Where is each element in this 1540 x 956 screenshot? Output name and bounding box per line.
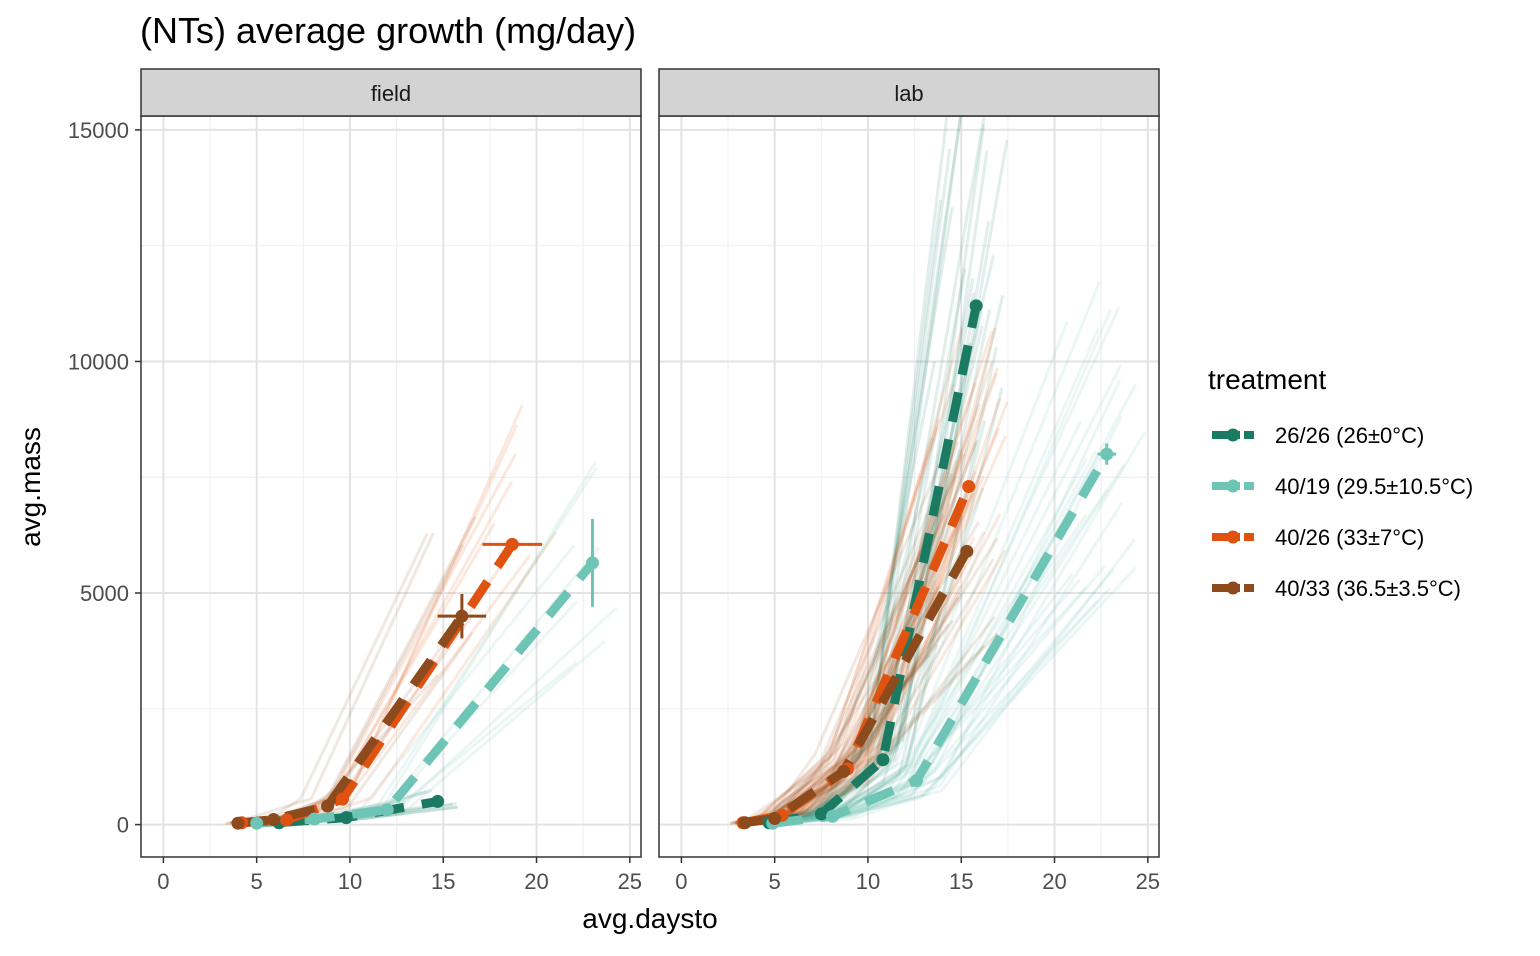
- y-tick-label: 5000: [80, 581, 129, 606]
- legend-label: 26/26 (26±0°C): [1275, 423, 1424, 448]
- data-point: [231, 816, 245, 830]
- strip-label-lab: lab: [894, 81, 923, 106]
- data-point: [321, 799, 335, 813]
- data-point: [335, 792, 349, 806]
- data-point: [826, 809, 840, 823]
- individual-line: [781, 327, 1100, 825]
- legend-item: 40/33 (36.5±3.5°C): [1212, 576, 1461, 601]
- x-tick-label: 15: [949, 869, 973, 894]
- data-point: [768, 812, 782, 826]
- individual-line: [771, 306, 1121, 825]
- x-tick-label: 15: [431, 869, 455, 894]
- panel-field: [140, 115, 642, 858]
- x-tick-label: 20: [1042, 869, 1066, 894]
- legend-point: [1226, 530, 1240, 544]
- legend-point: [1226, 581, 1240, 595]
- legend-item: 40/26 (33±7°C): [1212, 525, 1424, 550]
- y-axis-title: avg.mass: [15, 427, 46, 547]
- legend: treatment 26/26 (26±0°C) 40/19 (29.5±10.5…: [1208, 364, 1473, 601]
- x-tick-label: 0: [675, 869, 687, 894]
- individual-line: [776, 294, 1005, 825]
- data-point: [266, 812, 280, 826]
- x-axis-field: 0 5 10 15 20 25: [157, 857, 642, 894]
- legend-label: 40/19 (29.5±10.5°C): [1275, 474, 1473, 499]
- data-point: [455, 609, 469, 623]
- data-point: [585, 556, 599, 570]
- strip-field: [140, 68, 642, 117]
- data-point: [308, 812, 322, 826]
- x-tick-label: 10: [338, 869, 362, 894]
- x-axis-title: avg.daysto: [582, 903, 717, 934]
- data-point: [814, 807, 828, 821]
- individual-line: [784, 501, 1124, 825]
- data-point: [837, 764, 851, 778]
- series-line: [744, 549, 971, 828]
- data-point: [909, 774, 923, 788]
- data-point: [1100, 447, 1114, 461]
- individual-line: [783, 587, 1111, 826]
- y-tick-label: 0: [117, 813, 129, 838]
- data-point: [969, 299, 983, 313]
- x-tick-label: 5: [769, 869, 781, 894]
- series-line: [772, 451, 1111, 828]
- legend-item: 26/26 (26±0°C): [1212, 423, 1424, 448]
- data-point: [431, 794, 445, 808]
- y-tick-label: 15000: [68, 118, 129, 143]
- x-tick-label: 25: [1136, 869, 1160, 894]
- legend-label: 40/33 (36.5±3.5°C): [1275, 576, 1461, 601]
- data-point: [738, 816, 752, 830]
- x-tick-label: 20: [524, 869, 548, 894]
- y-axis: 0 5000 10000 15000: [68, 118, 141, 838]
- individual-line: [768, 387, 1004, 825]
- data-point: [960, 544, 974, 558]
- individual-line: [777, 568, 1115, 826]
- x-axis-lab: 0 5 10 15 20 25: [675, 857, 1160, 894]
- legend-title: treatment: [1208, 364, 1326, 395]
- data-point: [380, 803, 394, 817]
- legend-item: 40/19 (29.5±10.5°C): [1212, 474, 1473, 499]
- legend-label: 40/26 (33±7°C): [1275, 525, 1424, 550]
- legend-point: [1226, 428, 1240, 442]
- x-tick-label: 5: [251, 869, 263, 894]
- strip-lab: [658, 68, 1160, 117]
- individual-line: [776, 566, 1138, 826]
- panel-background: [141, 116, 641, 857]
- panel-lab: [658, 115, 1160, 858]
- legend-point: [1226, 479, 1240, 493]
- individual-line: [776, 346, 998, 825]
- data-point: [505, 537, 519, 551]
- y-tick-label: 10000: [68, 349, 129, 374]
- data-point: [280, 813, 294, 827]
- data-point: [339, 811, 353, 825]
- panel-background: [659, 116, 1159, 857]
- data-point: [250, 816, 264, 830]
- x-tick-label: 25: [618, 869, 642, 894]
- data-point: [876, 753, 890, 767]
- x-tick-label: 0: [157, 869, 169, 894]
- individual-line: [779, 308, 1113, 825]
- individual-line: [775, 308, 992, 825]
- strip-label-field: field: [371, 81, 411, 106]
- data-point: [962, 480, 976, 493]
- x-tick-label: 10: [856, 869, 880, 894]
- chart-title: (NTs) average growth (mg/day): [140, 10, 636, 51]
